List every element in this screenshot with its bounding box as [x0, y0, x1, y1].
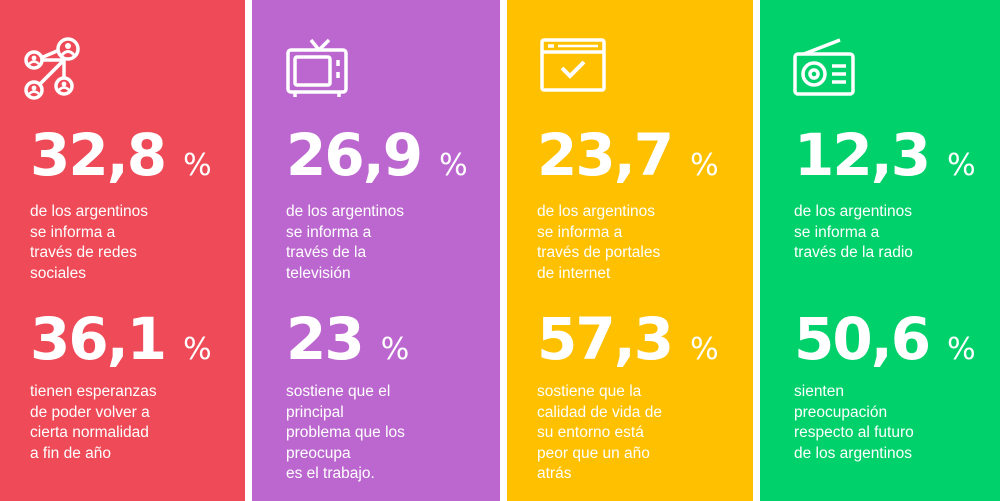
stat-value-2: 57,3% [537, 310, 719, 368]
percent-sign: % [380, 332, 410, 367]
stat-number: 23 [286, 305, 365, 373]
stat-description: sienten preocupación respecto al futuro … [794, 383, 914, 462]
panel-internet: 23,7% de los argentinos se informa a tra… [507, 0, 753, 501]
stat-value-1: 23,7% [537, 126, 719, 184]
stat-value-2: 50,6% [794, 310, 976, 368]
social-network-icon [24, 37, 80, 100]
percent-sign: % [439, 148, 468, 183]
stat-description: de los argentinos se informa a través de… [286, 203, 405, 282]
percent-sign: % [947, 332, 976, 367]
percent-sign: % [183, 332, 212, 367]
stat-description: sostiene que la calidad de vida de su en… [537, 383, 662, 482]
percent-sign: % [183, 148, 212, 183]
stat-value-1: 12,3% [794, 126, 976, 184]
stat-number: 12,3 [794, 121, 931, 189]
stat-number: 36,1 [30, 305, 167, 373]
stat-number: 50,6 [794, 305, 931, 373]
stat-value-1: 32,8% [30, 126, 212, 184]
radio-icon [793, 38, 855, 96]
stat-description: sostiene que el principal problema que l… [286, 383, 405, 482]
stat-number: 26,9 [286, 121, 423, 189]
panel-radio: 12,3% de los argentinos se informa a tra… [760, 0, 1000, 501]
percent-sign: % [947, 148, 976, 183]
stat-number: 23,7 [537, 121, 674, 189]
panel-social-media: 32,8% de los argentinos se informa a tra… [0, 0, 245, 501]
panel-television: 26,9% de los argentinos se informa a tra… [252, 0, 500, 501]
stat-value-2: 36,1% [30, 310, 212, 368]
television-icon [286, 38, 348, 97]
stat-value-2: 23% [286, 310, 409, 368]
stat-description: de los argentinos se informa a través de… [794, 203, 913, 261]
stat-description: de los argentinos se informa a través de… [537, 203, 661, 282]
percent-sign: % [690, 148, 719, 183]
stat-description: tienen esperanzas de poder volver a cier… [30, 383, 157, 462]
stat-description: de los argentinos se informa a través de… [30, 203, 149, 282]
stat-number: 57,3 [537, 305, 674, 373]
browser-check-icon [540, 38, 606, 92]
stat-number: 32,8 [30, 121, 167, 189]
percent-sign: % [690, 332, 719, 367]
stat-value-1: 26,9% [286, 126, 468, 184]
